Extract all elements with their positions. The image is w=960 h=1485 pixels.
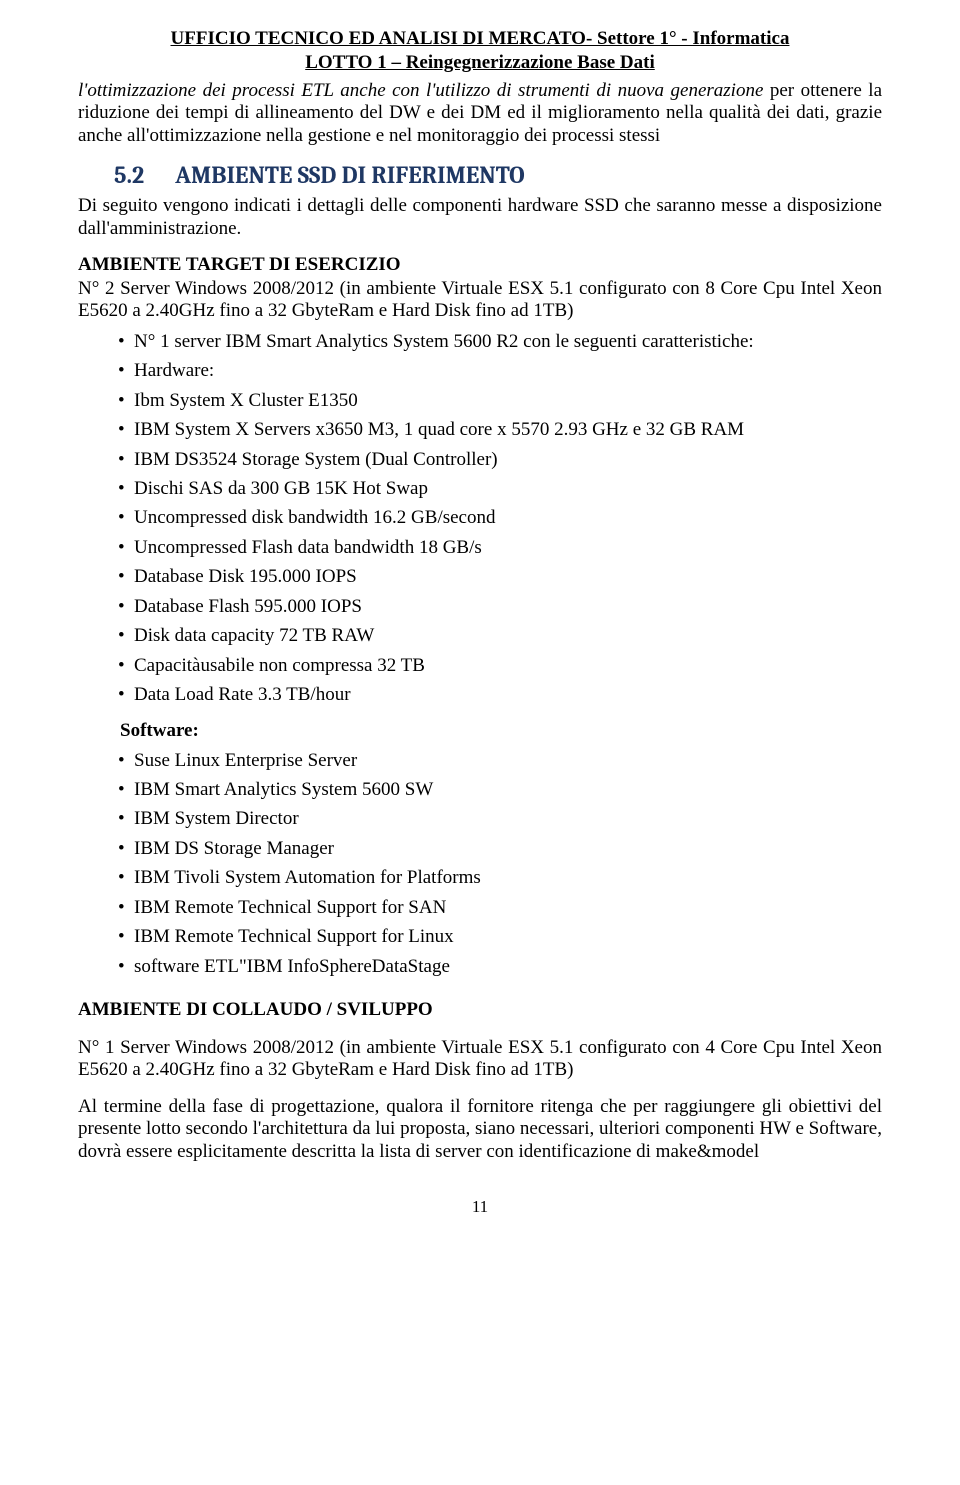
list-item: Uncompressed disk bandwidth 16.2 GB/seco… [120,503,882,532]
collaudo-paragraph-2: Al termine della fase di progettazione, … [78,1096,882,1163]
list-item: Data Load Rate 3.3 TB/hour [120,680,882,709]
collaudo-heading: AMBIENTE DI COLLAUDO / SVILUPPO [78,999,882,1021]
software-label: Software: [120,720,882,742]
list-item: Dischi SAS da 300 GB 15K Hot Swap [120,474,882,503]
section-heading: 5.2 AMBIENTE SSD DI RIFERIMENTO [114,161,882,189]
target-paragraph: N° 2 Server Windows 2008/2012 (in ambien… [78,278,882,323]
list-item: IBM Remote Technical Support for SAN [120,893,882,922]
collaudo-paragraph-1: N° 1 Server Windows 2008/2012 (in ambien… [78,1037,882,1082]
list-item: IBM Smart Analytics System 5600 SW [120,775,882,804]
hardware-list: N° 1 server IBM Smart Analytics System 5… [78,327,882,710]
target-heading: AMBIENTE TARGET DI ESERCIZIO [78,254,882,276]
list-item: Database Disk 195.000 IOPS [120,562,882,591]
list-item: software ETL"IBM InfoSphereDataStage [120,952,882,981]
list-item: Capacitàusabile non compressa 32 TB [120,651,882,680]
intro-italic: l'ottimizzazione dei processi ETL anche … [78,80,763,101]
list-item: N° 1 server IBM Smart Analytics System 5… [120,327,882,356]
header-line-1: UFFICIO TECNICO ED ANALISI DI MERCATO- S… [78,28,882,50]
page-number: 11 [78,1197,882,1217]
list-item: Ibm System X Cluster E1350 [120,386,882,415]
list-item: IBM DS3524 Storage System (Dual Controll… [120,445,882,474]
list-item: IBM DS Storage Manager [120,834,882,863]
section-paragraph: Di seguito vengono indicati i dettagli d… [78,195,882,240]
section-title: AMBIENTE SSD DI RIFERIMENTO [175,161,524,189]
list-item: Disk data capacity 72 TB RAW [120,621,882,650]
page-container: UFFICIO TECNICO ED ANALISI DI MERCATO- S… [0,0,960,1485]
section-number: 5.2 [114,161,170,189]
list-item: Database Flash 595.000 IOPS [120,592,882,621]
list-item: Hardware: [120,356,882,385]
intro-paragraph: l'ottimizzazione dei processi ETL anche … [78,80,882,147]
list-item: Suse Linux Enterprise Server [120,746,882,775]
list-item: IBM System X Servers x3650 M3, 1 quad co… [120,415,882,444]
list-item: Uncompressed Flash data bandwidth 18 GB/… [120,533,882,562]
list-item: IBM Remote Technical Support for Linux [120,922,882,951]
software-list: Suse Linux Enterprise Server IBM Smart A… [78,746,882,982]
header-line-2: LOTTO 1 – Reingegnerizzazione Base Dati [78,52,882,74]
list-item: IBM System Director [120,804,882,833]
list-item: IBM Tivoli System Automation for Platfor… [120,863,882,892]
